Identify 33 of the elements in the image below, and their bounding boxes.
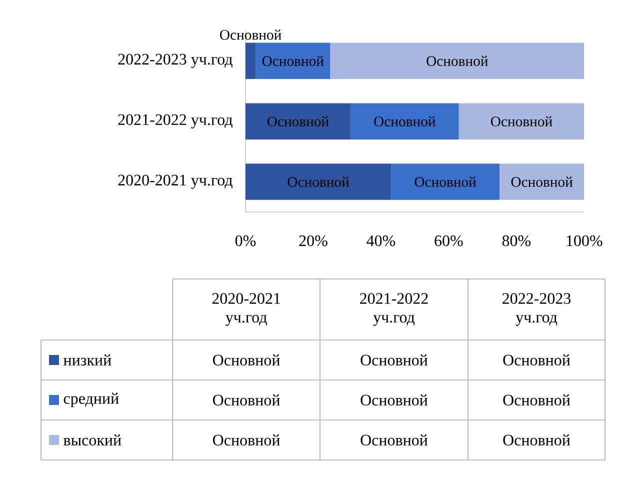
text: Основной xyxy=(360,434,428,446)
x-tick-label: 80% xyxy=(502,235,531,246)
text: Основной xyxy=(503,354,570,366)
data-label: Основной xyxy=(374,116,436,126)
category-label: 2021-2022 уч.год xyxy=(360,293,428,326)
x-tick-label: 40% xyxy=(366,235,396,246)
text: Основной xyxy=(360,354,428,366)
text: Основной xyxy=(503,434,570,446)
category-label: 2020-2021 уч.год xyxy=(212,293,280,326)
legend-label: средний xyxy=(64,392,119,408)
x-tick-label: 0% xyxy=(235,235,256,246)
data-label: Основной xyxy=(262,56,324,66)
category-label: 2022-2023 уч.год xyxy=(502,293,571,326)
x-tick-label: 100% xyxy=(566,235,602,246)
data-label: Основной xyxy=(426,56,488,66)
text: Основной xyxy=(213,434,280,446)
data-label: Основной xyxy=(220,30,282,40)
text: Основной xyxy=(360,394,428,406)
text: Основной xyxy=(503,394,570,406)
legend-label: высокий xyxy=(64,434,122,446)
text: Основной xyxy=(213,394,280,406)
y-tick-label: 2021-2022 уч.год xyxy=(118,114,232,128)
data-label: Основной xyxy=(267,116,329,126)
data-label: Основной xyxy=(414,176,476,187)
data-label: Основной xyxy=(490,116,552,126)
y-tick-label: 2020-2021 уч.год xyxy=(118,174,232,189)
x-tick-label: 60% xyxy=(434,235,463,246)
text: Основной xyxy=(213,354,280,366)
legend-label: низкий xyxy=(64,354,112,366)
data-label: Основной xyxy=(288,176,350,187)
x-tick-label: 20% xyxy=(299,235,328,246)
y-tick-label: 2022-2023 уч.год xyxy=(118,54,232,68)
data-label: Основной xyxy=(511,176,573,187)
